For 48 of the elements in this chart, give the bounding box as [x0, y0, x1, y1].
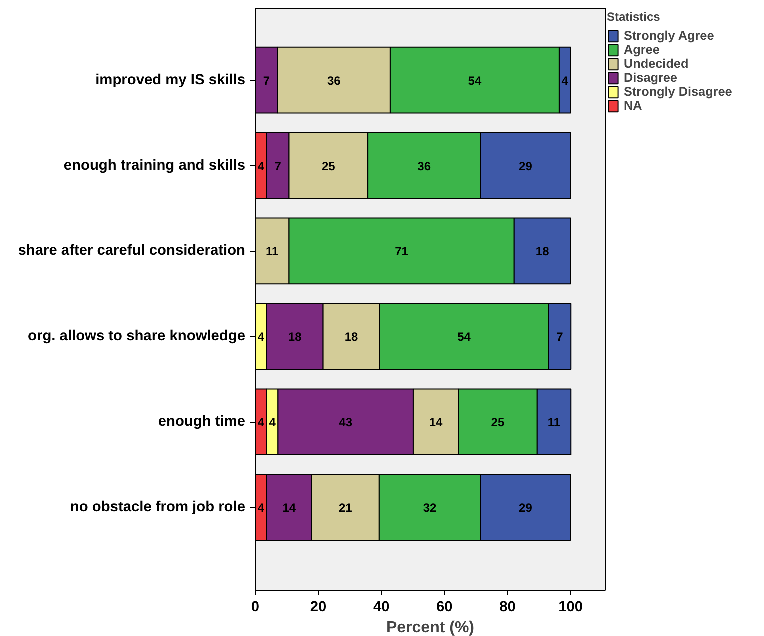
y-tick-label: no obstacle from job role [70, 500, 246, 516]
data-label: 21 [339, 501, 353, 516]
legend-label: Agree [624, 43, 660, 57]
x-tick-label: 60 [436, 600, 453, 616]
y-tick-label: enough training and skills [64, 158, 246, 174]
legend-label: Disagree [624, 71, 678, 85]
data-label: 4 [258, 159, 265, 174]
data-label: 18 [536, 244, 550, 259]
legend-label: Strongly Agree [624, 29, 714, 43]
data-label: 4 [258, 416, 265, 430]
data-label: 4 [562, 74, 569, 88]
data-label: 25 [491, 416, 505, 430]
data-label: 7 [274, 159, 282, 174]
data-label: 7 [556, 330, 564, 344]
data-label: 32 [423, 501, 438, 516]
legend-label: NA [624, 99, 644, 113]
x-tick-label: 80 [500, 600, 516, 616]
data-label: 11 [266, 244, 280, 259]
legend-label: Strongly Disagree [624, 85, 732, 99]
data-label: 11 [548, 416, 561, 430]
data-label: 43 [339, 416, 353, 430]
data-label: 29 [519, 159, 533, 174]
y-tick-label: share after careful consideration [18, 243, 246, 260]
data-label: 18 [344, 330, 359, 344]
x-tick-label: 20 [310, 600, 327, 616]
data-label: 54 [458, 330, 472, 344]
y-tick-label: improved my IS skills [96, 72, 246, 88]
data-label: 18 [288, 330, 302, 344]
y-tick-label: enough time [158, 414, 246, 430]
data-label: 14 [282, 501, 296, 516]
data-label: 7 [263, 74, 270, 88]
legend-label: Undecided [624, 57, 689, 71]
data-label: 54 [468, 74, 482, 88]
legend-title: Statistics [607, 10, 662, 24]
data-label: 14 [429, 416, 444, 430]
x-tick-label: 100 [558, 600, 584, 616]
x-tick-label: 0 [251, 600, 260, 616]
data-label: 36 [327, 74, 342, 88]
x-axis-title: Percent (%) [386, 620, 475, 636]
data-label: 71 [395, 244, 409, 259]
data-label: 4 [258, 330, 265, 344]
data-label: 29 [519, 501, 533, 516]
data-label: 4 [269, 416, 276, 430]
data-label: 36 [418, 159, 432, 174]
x-tick-label: 40 [373, 600, 390, 616]
data-label: 25 [322, 159, 336, 174]
y-tick-label: org. allows to share knowledge [28, 328, 246, 345]
data-label: 4 [258, 501, 265, 516]
